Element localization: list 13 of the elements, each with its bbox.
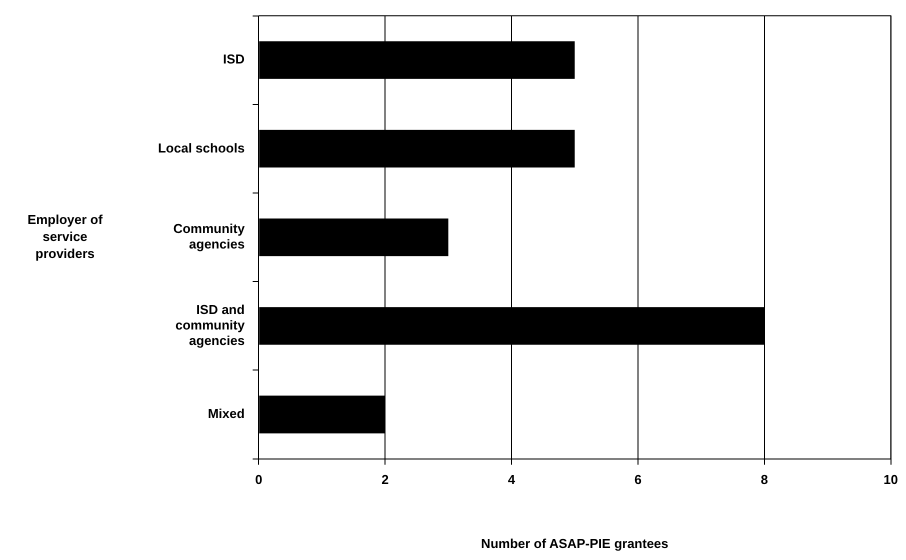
y-tick-label: Mixed xyxy=(208,406,245,422)
x-tick-label: 10 xyxy=(884,472,898,488)
y-tick-label: ISD and community agencies xyxy=(175,302,246,348)
x-tick-label: 2 xyxy=(381,472,389,488)
x-tick-label: 0 xyxy=(255,472,262,488)
x-tick-label: 8 xyxy=(760,472,768,488)
y-axis-title: Employer of service providers xyxy=(27,212,104,261)
x-tick-label: 6 xyxy=(634,472,642,488)
y-tick-label: Local schools xyxy=(158,140,245,156)
y-tick-label: Community agencies xyxy=(173,221,246,252)
y-tick-label: ISD xyxy=(223,52,245,67)
x-tick-label: 4 xyxy=(508,472,516,488)
x-axis-title: Number of ASAP-PIE grantees xyxy=(481,536,668,551)
